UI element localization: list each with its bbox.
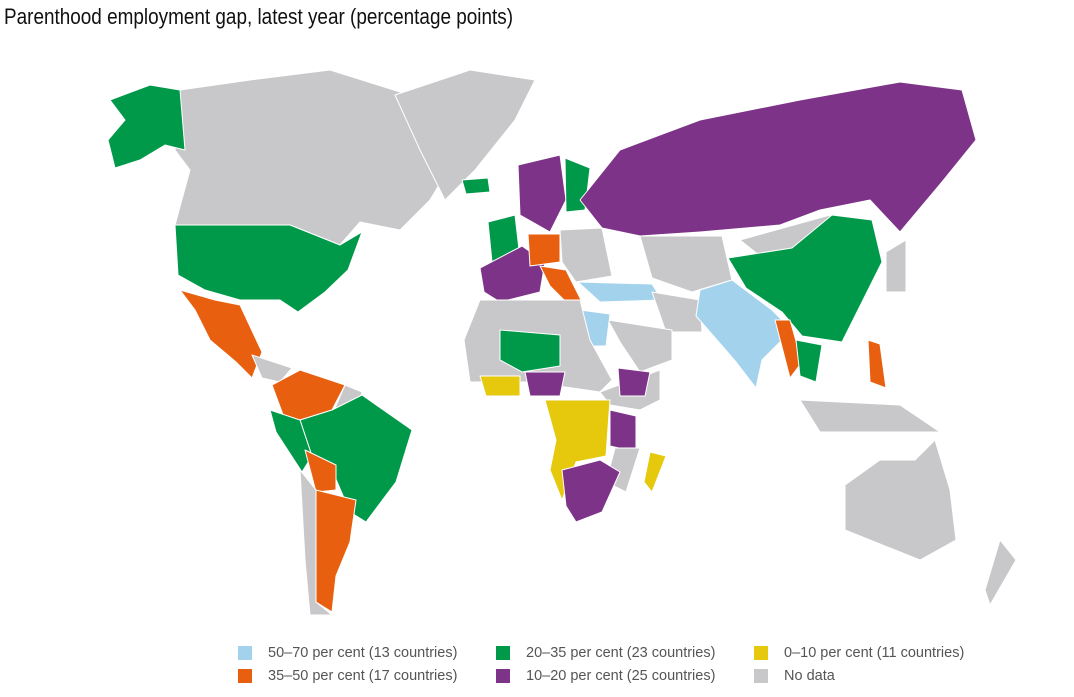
legend-swatch [754,646,768,660]
region-madagascar [643,451,667,493]
region-usa [174,224,363,313]
region-china [727,214,883,343]
legend-item: 20–35 per cent (23 countries) [496,645,754,661]
region-indochina [795,339,823,383]
region-peru [269,409,313,473]
region-south-asia [695,279,793,389]
region-germany [527,233,561,267]
region-alaska [107,84,186,169]
legend-label: 0–10 per cent (11 countries) [784,645,965,661]
region-argentina [315,489,357,613]
region-iceland [461,177,491,195]
region-greenland [394,69,536,201]
region-eastern-europe [559,227,613,283]
legend-swatch [238,669,252,683]
legend-item: 35–50 per cent (17 countries) [238,668,496,684]
legend-swatch [238,646,252,660]
legend-swatch [496,646,510,660]
legend-label: 20–35 per cent (23 countries) [526,645,716,661]
region-chile [299,469,333,616]
region-sahel [499,329,561,373]
legend-item: 10–20 per cent (25 countries) [496,668,754,684]
region-ethiopia [617,367,651,397]
legend-swatch [496,669,510,683]
region-iran [651,291,703,333]
legend-swatch [754,669,768,683]
region-south-africa [561,459,621,523]
legend-label: No data [784,668,835,684]
legend: 50–70 per cent (13 countries) 20–35 per … [238,645,1004,684]
region-west-africa [479,375,521,397]
region-turkey [577,281,663,303]
world-map [107,69,1017,616]
region-new-zealand [984,539,1017,606]
region-philippines [867,339,887,389]
region-russia [579,81,977,237]
legend-label: 50–70 per cent (13 countries) [268,645,458,661]
legend-item: No data [754,668,1004,684]
region-australia [844,439,957,561]
region-western-europe [479,245,546,303]
region-japan [885,239,907,293]
region-scandinavia [517,154,567,233]
legend-item: 50–70 per cent (13 countries) [238,645,496,661]
legend-label: 10–20 per cent (25 countries) [526,668,716,684]
legend-item: 0–10 per cent (11 countries) [754,645,1004,661]
legend-label: 35–50 per cent (17 countries) [268,668,458,684]
region-indonesia [799,399,941,433]
map-title: Parenthood employment gap, latest year (… [4,4,514,29]
region-tanzania [609,409,637,453]
region-central-africa [524,371,566,397]
region-bolivia [304,449,337,493]
region-mexico [179,289,263,379]
region-central-asia [639,235,733,293]
region-arabia [607,319,673,373]
